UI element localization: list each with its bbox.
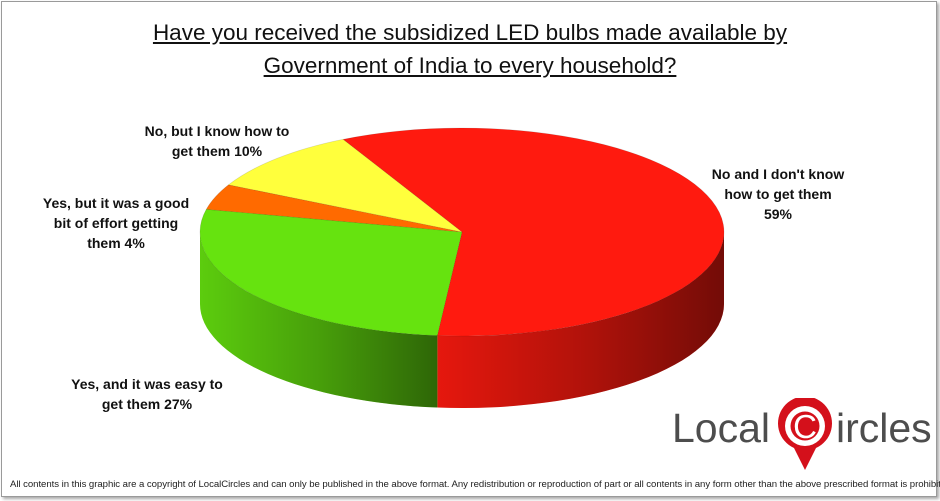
chart-title-line-1: Have you received the subsidized LED bul… [152,20,788,45]
slice-label-yes-effort-line-3: them 4% [87,235,145,251]
logo-text-local: Local [672,405,771,451]
slice-label-yes-effort: Yes, but it was a good bit of effort get… [16,193,216,253]
slice-label-yes-effort-line-1: Yes, but it was a good [42,195,190,211]
slice-label-yes-effort-line-2: bit of effort getting [53,215,179,231]
slice-label-no-know: No, but I know how to get them 10% [117,121,317,161]
pie-side-yes-easy-shade [199,232,438,408]
chart-title: Have you received the subsidized LED bul… [2,16,938,82]
slice-label-no-dont-know-line-3: 59% [763,206,793,222]
slice-label-yes-easy-line-2: get them 27% [101,396,193,412]
localcircles-logo: Local C ircles [670,398,936,470]
slice-label-no-know-line-1: No, but I know how to [144,123,290,139]
pie-side-no-dont-know-shade [437,232,725,409]
logo-text-ircles: ircles [836,405,932,451]
slice-label-no-dont-know: No and I don't know how to get them 59% [698,164,858,224]
pie-slice-yes-effort [205,184,463,233]
pie-tops [199,127,725,337]
slice-label-no-know-line-2: get them 10% [171,143,263,159]
logo-pin-icon: C [778,398,832,470]
slice-label-yes-easy-line-1: Yes, and it was easy to [71,376,223,392]
pie-sides [199,232,725,409]
chart-title-line-2: Government of India to every household? [263,53,677,78]
slice-label-no-dont-know-line-1: No and I don't know [711,166,845,182]
pie-slice-no-know [227,139,463,233]
pie-slice-no-dont-know [342,127,725,337]
slice-label-no-dont-know-line-2: how to get them [724,186,832,202]
slice-label-yes-easy: Yes, and it was easy to get them 27% [42,374,252,414]
pie-slice-yes-easy [199,208,463,336]
logo-pin-letter: C [793,408,817,445]
copyright-footer: All contents in this graphic are a copyr… [10,479,940,490]
